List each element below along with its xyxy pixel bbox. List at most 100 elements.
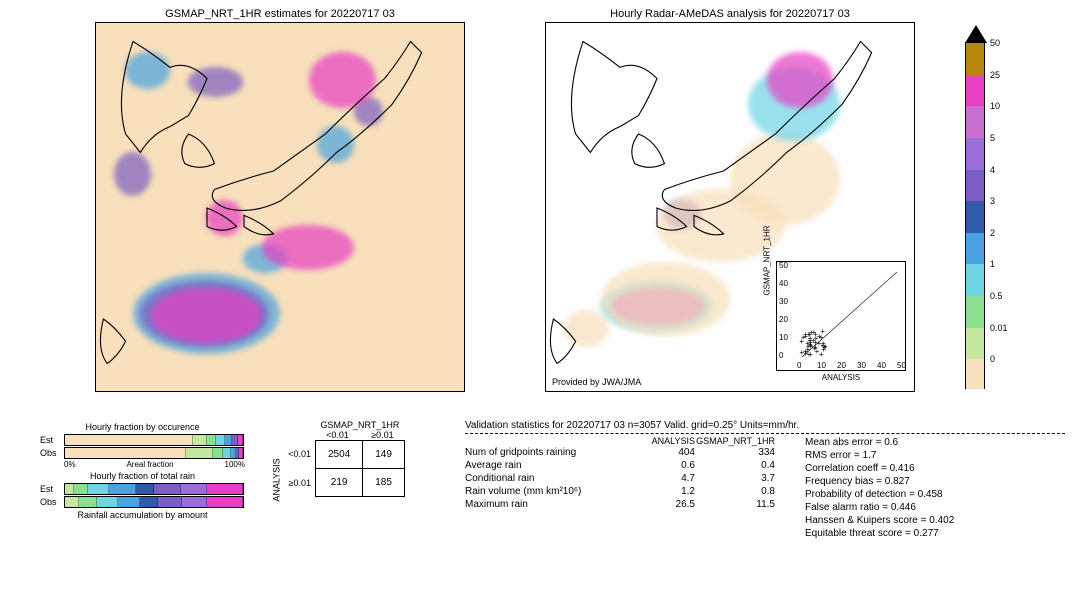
colorbar-label: 0.5 <box>990 291 1003 301</box>
bar-seg <box>207 497 243 507</box>
stats-title: Validation statistics for 20220717 03 n=… <box>465 420 1065 434</box>
xtick: 140°E <box>360 391 385 392</box>
ytick: 30°N <box>545 294 546 304</box>
bar-seg <box>136 484 154 494</box>
xtick: 145°E <box>452 391 465 392</box>
inset-ytick: 50 <box>779 261 788 270</box>
colorbar-seg <box>966 233 984 265</box>
coastline-left <box>96 23 465 392</box>
axis-100: 100% <box>225 460 245 469</box>
stats-metrics: Mean abs error = 0.6RMS error = 1.7Corre… <box>805 436 954 540</box>
bar-seg <box>65 484 74 494</box>
bar-seg <box>207 435 216 445</box>
bar-seg <box>158 497 183 507</box>
scatter-point: + <box>804 349 809 358</box>
stats-h2: GSMAP_NRT_1HR <box>695 436 775 446</box>
colorbar-seg <box>966 43 984 75</box>
colorbar-top-arrow <box>965 25 987 43</box>
cont-10: 219 <box>316 469 363 497</box>
map-left-title: GSMAP_NRT_1HR estimates for 20220717 03 <box>95 8 465 20</box>
cont-row-header: ANALYSIS <box>272 458 282 501</box>
stacked-bar <box>64 483 244 495</box>
scatter-inset: ++++++++++++++++++++++++++++++++++++++++… <box>776 261 906 371</box>
stats-h1: ANALYSIS <box>615 436 695 446</box>
colorbar-seg <box>966 138 984 170</box>
stats-row: Rain volume (mm km²10⁶)1.20.8 <box>465 485 775 498</box>
cont-00: 2504 <box>316 441 363 469</box>
axis-mid: Areal fraction <box>76 460 225 469</box>
xtick: 140°E <box>810 391 835 392</box>
stacked-bar <box>64 496 244 508</box>
bar-seg <box>181 484 208 494</box>
metric-row: False alarm ratio = 0.446 <box>805 501 954 514</box>
contingency-wrap: GSMAP_NRT_1HR <0.01 ≥0.01 ANALYSIS <0.01… <box>275 420 405 497</box>
stats-panel: Validation statistics for 20220717 03 n=… <box>465 420 1065 540</box>
stats-table: ANALYSIS GSMAP_NRT_1HR Num of gridpoints… <box>465 436 775 540</box>
bar-row-label: Est <box>40 435 64 445</box>
xtick: 130°E <box>176 391 201 392</box>
cont-col0: <0.01 <box>315 430 360 440</box>
stats-header: ANALYSIS GSMAP_NRT_1HR <box>465 436 775 446</box>
map-right-title: Hourly Radar-AMeDAS analysis for 2022071… <box>545 8 915 20</box>
stats-row: Conditional rain4.73.7 <box>465 472 775 485</box>
colorbar-label: 5 <box>990 133 995 143</box>
bar-seg <box>216 435 225 445</box>
inset-ytick: 20 <box>779 315 788 324</box>
bar-seg <box>182 497 207 507</box>
stats-row: Maximum rain26.511.5 <box>465 498 775 511</box>
ytick: 40°N <box>95 110 96 120</box>
bar-seg <box>225 435 232 445</box>
bar-row-label: Obs <box>40 497 64 507</box>
colorbar-seg <box>966 75 984 107</box>
tot-title: Hourly fraction of total rain <box>40 471 245 481</box>
bar-seg <box>239 448 243 458</box>
colorbar-label: 3 <box>990 196 995 206</box>
metric-row: Probability of detection = 0.458 <box>805 488 954 501</box>
colorbar-seg <box>966 296 984 328</box>
metric-row: Frequency bias = 0.827 <box>805 475 954 488</box>
bar-row: Est <box>40 434 245 446</box>
bar-seg <box>65 497 79 507</box>
scatter-point: + <box>813 330 818 339</box>
map-right-box: Provided by JWA/JMA ++++++++++++++++++++… <box>545 22 915 392</box>
inset-xtick: 20 <box>837 361 846 370</box>
bar-row-label: Obs <box>40 448 64 458</box>
bar-seg <box>109 484 136 494</box>
bar-row-label: Est <box>40 484 64 494</box>
ytick: 40°N <box>545 110 546 120</box>
bar-seg <box>65 435 193 445</box>
provided-label: Provided by JWA/JMA <box>552 377 641 387</box>
scatter-point: + <box>821 339 826 348</box>
bar-seg <box>118 497 139 507</box>
scatter-plot <box>777 262 907 372</box>
metric-row: Mean abs error = 0.6 <box>805 436 954 449</box>
xtick: 125°E <box>545 391 558 392</box>
inset-xtick: 30 <box>857 361 866 370</box>
colorbar-seg <box>966 264 984 296</box>
inset-xtick: 50 <box>897 361 906 370</box>
inset-xlabel: ANALYSIS <box>822 373 861 382</box>
cont-col-header: GSMAP_NRT_1HR <box>315 420 405 430</box>
ytick: 25°N <box>545 386 546 392</box>
xtick: 125°E <box>95 391 108 392</box>
cont-01: 149 <box>363 441 405 469</box>
stacked-bar <box>64 434 244 446</box>
stats-row: Num of gridpoints raining404334 <box>465 446 775 459</box>
bar-seg <box>97 497 118 507</box>
colorbar-label: 25 <box>990 70 1000 80</box>
inset-xtick: 40 <box>877 361 886 370</box>
bar-row: Obs <box>40 496 245 508</box>
bar-seg <box>79 497 97 507</box>
xtick: 135°E <box>268 391 293 392</box>
colorbar-label: 4 <box>990 165 995 175</box>
inset-ytick: 10 <box>779 333 788 342</box>
scatter-point: + <box>813 343 818 352</box>
cont-col1: ≥0.01 <box>360 430 405 440</box>
ytick: 45°N <box>545 22 546 28</box>
figure-root: GSMAP_NRT_1HR estimates for 20220717 03 … <box>0 0 1080 612</box>
colorbar-label: 50 <box>990 38 1000 48</box>
colorbar-seg <box>966 170 984 202</box>
colorbar-label: 1 <box>990 259 995 269</box>
bar-seg <box>238 435 243 445</box>
map-right: Hourly Radar-AMeDAS analysis for 2022071… <box>545 8 915 392</box>
